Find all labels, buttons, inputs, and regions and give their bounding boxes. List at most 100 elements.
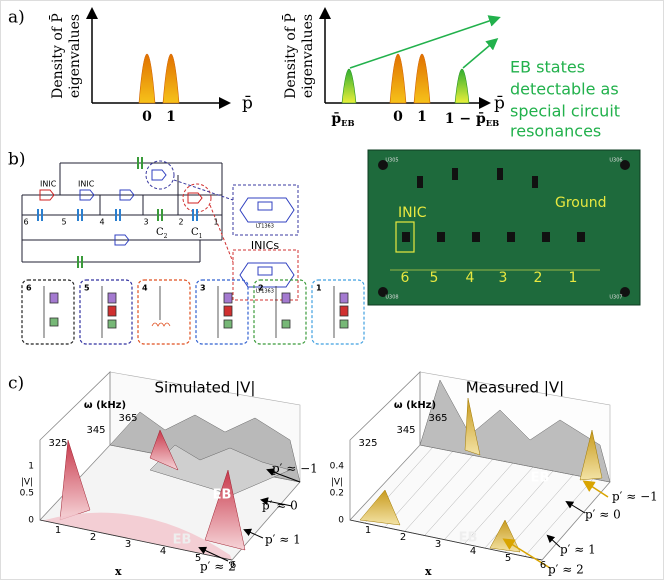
photo-corner: U305 — [385, 158, 398, 164]
board-photo-rect — [452, 168, 458, 180]
tick-label: 345 — [86, 425, 105, 436]
photo-label: Ground — [555, 195, 607, 211]
label-sub: EB — [486, 118, 499, 128]
axis-label: p̄ — [494, 94, 505, 114]
inic-label: INIC — [78, 180, 95, 189]
unit-cell-parts-rect — [108, 293, 116, 303]
cell-label: 3 — [200, 284, 206, 293]
tick-label: 0.4 — [330, 462, 345, 472]
axis-label: |V| — [331, 478, 343, 488]
tick-label: 4 — [470, 546, 476, 557]
eb-label: EB — [531, 471, 550, 486]
tick-label: 1 — [365, 525, 371, 536]
axis-label: eigenvalues — [300, 14, 316, 98]
photo-node: 1 — [569, 270, 578, 286]
tick-label: 0 — [338, 516, 344, 526]
node-label: 2 — [178, 218, 183, 227]
axis-label: Density of P̄ — [48, 13, 66, 99]
cell-label: 5 — [84, 284, 90, 293]
annotation: EB states — [510, 58, 585, 77]
tick-label: 365 — [118, 413, 137, 424]
tick-label: 0 — [393, 109, 403, 125]
photo-node: 6 — [401, 270, 410, 286]
photo-corner: U308 — [385, 295, 398, 301]
node-label: 1 — [213, 218, 218, 227]
inics-label: INICs — [251, 239, 279, 252]
unit-cell-parts-rect — [282, 293, 290, 303]
axis-label: ω (kHz) — [394, 400, 436, 411]
unit-cell-parts-rect — [224, 320, 232, 328]
unit-cell-parts-rect — [340, 306, 348, 316]
annotation: detectable as — [510, 80, 619, 99]
label-sub: 2 — [164, 233, 168, 240]
axis-label: |V| — [21, 478, 33, 488]
tick-label: 3 — [435, 539, 441, 550]
unit-cell-parts-rect — [108, 320, 116, 328]
eb-label: EB — [213, 488, 232, 503]
photo-label: INIC — [398, 205, 427, 221]
tick-label: 1 — [417, 109, 427, 125]
cell-label: 1 — [316, 284, 322, 293]
tick-label: 3 — [125, 539, 131, 550]
p-label: p′ ≈ 1 — [560, 543, 596, 557]
unit-cell-parts-rect — [224, 306, 232, 316]
photo-node: 5 — [430, 270, 439, 286]
tick-label: 4 — [160, 546, 166, 557]
tick-label: 325 — [358, 438, 377, 449]
tick-label: 2 — [400, 532, 406, 543]
plot-title: Simulated |V| — [155, 379, 256, 397]
tick-label: 1 — [28, 462, 34, 472]
board-photo-rect — [577, 232, 585, 242]
inic-label: INIC — [40, 180, 57, 189]
annotation: special circuit — [510, 102, 620, 121]
unit-cell-parts-rect — [224, 293, 232, 303]
eb-label: EB — [459, 531, 478, 546]
board-photo-rect — [402, 232, 410, 242]
annotation: resonances — [510, 122, 601, 141]
label-sub: EB — [341, 118, 354, 128]
unit-cell-parts-rect — [50, 293, 58, 303]
unit-cell-parts-rect — [50, 318, 58, 326]
axis-label: x — [115, 565, 122, 578]
board-photo-rect — [532, 176, 538, 188]
plot-title: Measured |V| — [466, 379, 564, 397]
p-label: p′ ≈ 2 — [548, 563, 584, 577]
board-photo-rect — [542, 232, 550, 242]
tick-label: 6 — [540, 560, 546, 571]
eb-label: EB — [173, 533, 192, 548]
tick-label: 1 — [55, 525, 61, 536]
tick-label: 1 — [166, 109, 176, 125]
axis-label: p̄ — [242, 94, 253, 114]
p-label: p′ ≈ 1 — [265, 533, 301, 547]
unit-cell-parts-rect — [282, 320, 290, 328]
photo-node: 4 — [466, 270, 475, 286]
panel-label: a) — [8, 8, 25, 28]
board-photo-rect — [417, 176, 423, 188]
node-label: 3 — [143, 218, 148, 227]
figure: a)Density of P̄eigenvaluesp̄01Density of… — [0, 0, 664, 580]
tick-label: 345 — [396, 425, 415, 436]
node-label: 5 — [61, 218, 66, 227]
tick-label: 2 — [90, 532, 96, 543]
p-label: p′ ≈ 2 — [200, 560, 236, 574]
tick-label: 365 — [428, 413, 447, 424]
cell-label: 6 — [26, 284, 32, 293]
photo-node: 3 — [499, 270, 508, 286]
tick-label: 0 — [142, 109, 152, 125]
panel-label: b) — [8, 150, 26, 170]
panel-label: c) — [8, 374, 24, 394]
board-photo-rect — [507, 232, 515, 242]
board-photo-rect — [472, 232, 480, 242]
cell-label: 4 — [142, 284, 148, 293]
unit-cell-parts-rect — [108, 306, 116, 316]
label-main: 1 — [417, 109, 427, 125]
axis-label: Density of P̄ — [281, 13, 299, 99]
axis-label: x — [425, 565, 432, 578]
tick-label: 0.5 — [20, 489, 34, 499]
tick-label: 0 — [28, 516, 34, 526]
photo-corner: U307 — [609, 295, 622, 301]
unit-cell-parts-rect — [340, 293, 348, 303]
label-main: 0 — [393, 109, 403, 125]
label-main: p̄ — [331, 111, 341, 127]
tick-label: 0.2 — [330, 489, 344, 499]
